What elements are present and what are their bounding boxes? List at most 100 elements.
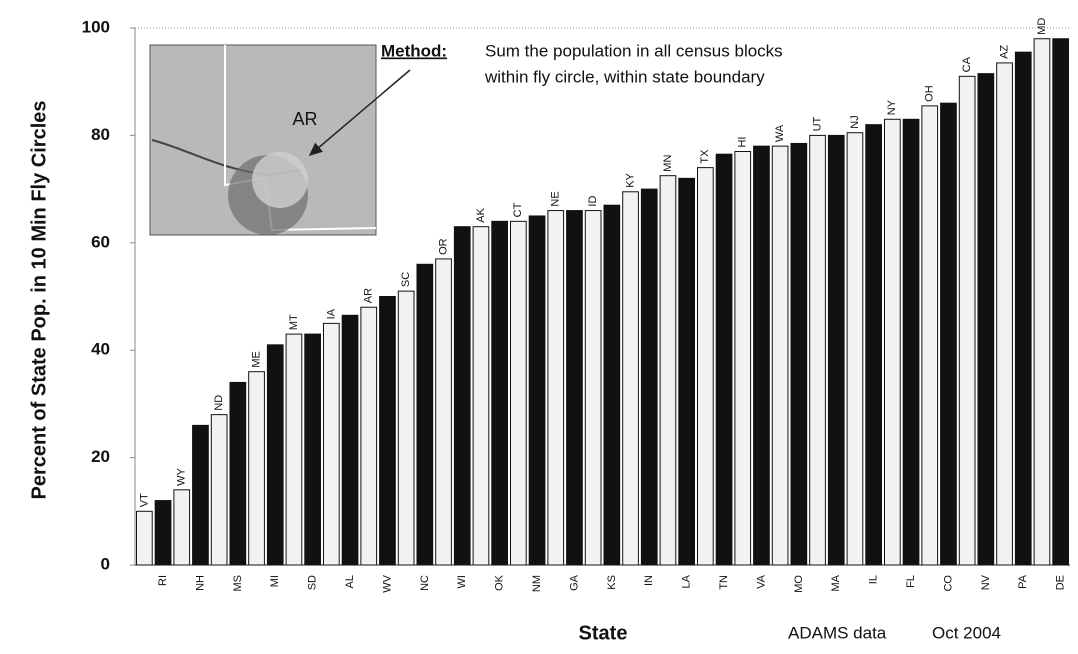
bar — [135, 510, 153, 566]
category-label: LA — [681, 574, 693, 588]
category-label: NC — [419, 575, 431, 591]
arrow — [308, 69, 411, 156]
bar — [360, 306, 378, 566]
category-label: ME — [250, 351, 262, 368]
bar — [154, 500, 172, 566]
category-label: OR — [437, 238, 449, 255]
category-label: MO — [793, 575, 805, 593]
bar — [1014, 51, 1032, 566]
category-label: IL — [868, 575, 880, 584]
category-label: AL — [344, 575, 356, 588]
bar — [958, 75, 976, 566]
y-tick-label: 0 — [101, 554, 110, 573]
y-tick-label: 60 — [91, 232, 110, 251]
inset-map: AR — [149, 44, 377, 236]
y-tick-label: 40 — [91, 340, 110, 359]
bar — [622, 191, 639, 566]
category-label: PA — [1017, 574, 1029, 589]
category-label: ND — [213, 395, 225, 411]
bar — [678, 177, 696, 566]
category-label: OK — [494, 574, 506, 591]
bar — [322, 322, 340, 566]
category-label: IN — [643, 575, 655, 586]
y-tick-label: 80 — [91, 125, 110, 144]
category-label: DE — [1055, 575, 1067, 590]
bar — [659, 175, 677, 566]
category-label: CO — [942, 575, 954, 592]
category-label: UT — [811, 116, 823, 131]
category-label: NY — [886, 99, 898, 115]
category-label: IA — [325, 308, 337, 319]
category-label: WY — [176, 467, 188, 485]
bar — [285, 333, 303, 566]
category-label: TN — [718, 575, 730, 590]
category-label: NJ — [849, 115, 861, 128]
source: ADAMS data — [788, 623, 887, 642]
category-label: SD — [307, 575, 319, 590]
category-label: NM — [531, 575, 543, 592]
category-label: AR — [363, 288, 375, 303]
category-label: OH — [924, 85, 936, 102]
inset-label: AR — [292, 109, 317, 129]
category-label: NV — [980, 574, 992, 590]
bar — [809, 134, 826, 566]
category-label: CT — [512, 202, 524, 217]
category-label: MS — [232, 575, 244, 592]
category-label: RI — [157, 575, 169, 586]
category-label: FL — [905, 575, 917, 588]
category-label: KY — [624, 172, 636, 187]
bar — [566, 210, 583, 566]
bar — [734, 151, 752, 566]
census-blocks — [252, 152, 308, 208]
bar — [453, 226, 471, 566]
category-label: MA — [830, 574, 842, 591]
bar — [472, 226, 490, 566]
category-label: MD — [1036, 18, 1048, 35]
bar — [865, 124, 883, 566]
bar — [603, 204, 621, 566]
bar — [883, 118, 901, 566]
method-text: Sum the population in all census blocks — [485, 41, 783, 60]
bar — [584, 210, 602, 566]
bar — [229, 381, 247, 566]
bar — [753, 145, 770, 566]
bar — [940, 102, 957, 566]
y-axis-title: Percent of State Pop. in 10 Min Fly Circ… — [28, 101, 50, 500]
y-tick-label: 100 — [82, 17, 110, 36]
bar — [977, 73, 995, 566]
bar — [1033, 38, 1051, 566]
bar — [1052, 38, 1070, 566]
bar — [996, 62, 1013, 566]
category-label: ID — [587, 196, 599, 207]
category-label: WV — [381, 574, 393, 592]
bar — [248, 371, 265, 566]
bar — [397, 290, 415, 566]
category-label: VT — [138, 493, 150, 507]
bar — [491, 220, 509, 566]
bar — [528, 215, 546, 566]
category-label: MT — [288, 314, 300, 330]
category-label: NH — [194, 575, 206, 591]
category-label: MN — [662, 155, 674, 172]
method-label: Method: — [381, 41, 447, 60]
bar — [379, 296, 396, 566]
method-text: within fly circle, within state boundary — [484, 67, 765, 86]
category-label: KS — [606, 575, 618, 590]
bar — [827, 134, 845, 566]
bar — [435, 258, 452, 566]
category-label: GA — [568, 574, 580, 591]
bar — [416, 263, 434, 566]
bar — [304, 333, 322, 566]
category-label: MI — [269, 575, 281, 587]
bar — [210, 414, 228, 566]
category-label: VA — [755, 574, 767, 589]
bar — [192, 424, 209, 566]
category-label: AK — [475, 207, 487, 222]
bar — [509, 220, 527, 566]
category-label: CA — [961, 56, 973, 72]
category-label: AZ — [998, 45, 1010, 59]
category-label: TX — [699, 149, 711, 164]
bar — [341, 314, 359, 566]
bar — [547, 210, 565, 566]
bar — [640, 188, 658, 566]
